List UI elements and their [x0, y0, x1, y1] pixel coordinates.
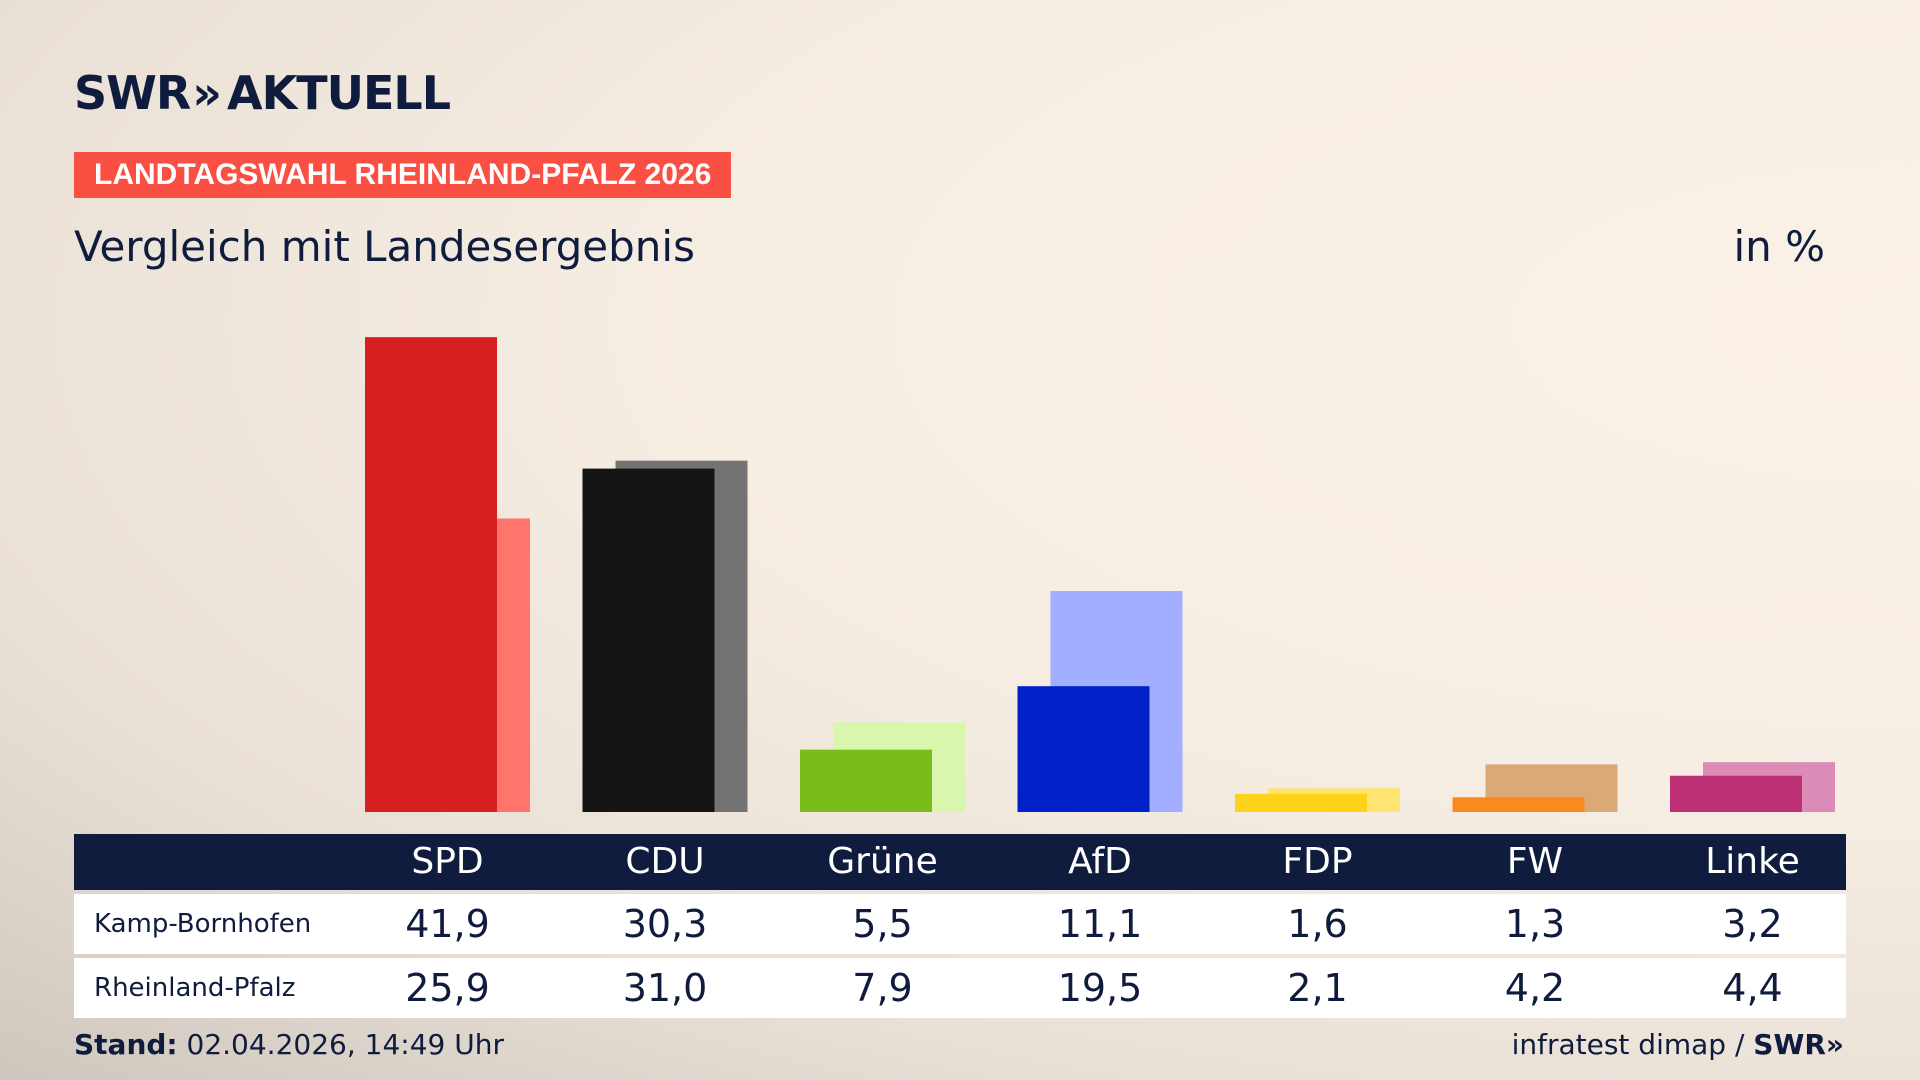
value-cell-fdp: 1,6 — [1287, 902, 1348, 946]
stand-label: Stand: — [74, 1028, 178, 1061]
value-cell-fw: 4,2 — [1504, 966, 1566, 1010]
value-cell-cdu: 31,0 — [622, 966, 708, 1010]
party-header-cdu: CDU — [625, 841, 705, 882]
chart-subtitle: Vergleich mit Landesergebnis — [74, 222, 695, 271]
bar-gemeinde-fw — [1452, 797, 1585, 812]
party-header-afd: AfD — [1068, 841, 1132, 882]
logo-swr-text: SWR — [74, 66, 191, 120]
row-label: Kamp-Bornhofen — [94, 909, 312, 939]
logo-arrows-icon: » — [192, 66, 222, 120]
value-cell-afd: 11,1 — [1057, 902, 1143, 946]
bar-gemeinde-cdu — [582, 468, 715, 812]
bar-gemeinde-fdp — [1235, 793, 1367, 812]
bar-gemeinde-afd — [1017, 686, 1150, 812]
timestamp: Stand: 02.04.2026, 14:49 Uhr — [74, 1028, 504, 1061]
table-header: SPD CDU Grüne AfD FDP FW Linke — [74, 834, 1846, 890]
row-label: Rheinland-Pfalz — [94, 973, 296, 1003]
table-row-rheinland-pfalz: Rheinland-Pfalz 25,9 31,0 7,9 19,5 2,1 4,2 4,4 — [74, 958, 1846, 1018]
value-cell-fw: 1,3 — [1504, 902, 1566, 946]
value-cell-linke: 3,2 — [1722, 902, 1783, 946]
value-cell-spd: 25,9 — [405, 966, 490, 1010]
bar-chart — [365, 337, 1835, 812]
bar-gemeinde-gruene — [800, 749, 932, 812]
value-cell-spd: 41,9 — [405, 902, 490, 946]
table-row-kamp-bornhofen: Kamp-Bornhofen 41,9 30,3 5,5 11,1 1,6 1,3 3,2 — [74, 894, 1846, 954]
party-header-gruene: Grüne — [827, 841, 938, 882]
value-cell-linke: 4,4 — [1722, 966, 1783, 1010]
unit-label: in % — [1733, 222, 1825, 271]
swr-mini-logo: SWR» — [1753, 1028, 1844, 1061]
results-table: SPD CDU Grüne AfD FDP FW Linke Kamp-Bornhofen … — [74, 834, 1846, 1018]
bar-gemeinde-spd — [365, 337, 497, 812]
party-header-linke: Linke — [1705, 841, 1800, 882]
source-text: infratest dimap / — [1511, 1028, 1754, 1061]
party-header-fw: FW — [1506, 841, 1564, 882]
value-cell-fdp: 2,1 — [1287, 966, 1348, 1010]
party-header-spd: SPD — [411, 841, 484, 882]
source-credit: infratest dimap / SWR» — [1512, 1028, 1844, 1061]
swr-aktuell-logo: SWR» AKTUELL — [74, 66, 451, 120]
election-kicker: LANDTAGSWAHL RHEINLAND-PFALZ 2026 — [74, 152, 732, 198]
stand-value: 02.04.2026, 14:49 Uhr — [177, 1028, 504, 1061]
value-cell-gruene: 7,9 — [852, 966, 913, 1010]
party-header-fdp: FDP — [1282, 841, 1353, 882]
logo-aktuell-text: AKTUELL — [227, 66, 451, 120]
value-cell-afd: 19,5 — [1057, 966, 1143, 1010]
value-cell-cdu: 30,3 — [622, 902, 708, 946]
value-cell-gruene: 5,5 — [852, 902, 913, 946]
bar-gemeinde-linke — [1670, 775, 1802, 812]
